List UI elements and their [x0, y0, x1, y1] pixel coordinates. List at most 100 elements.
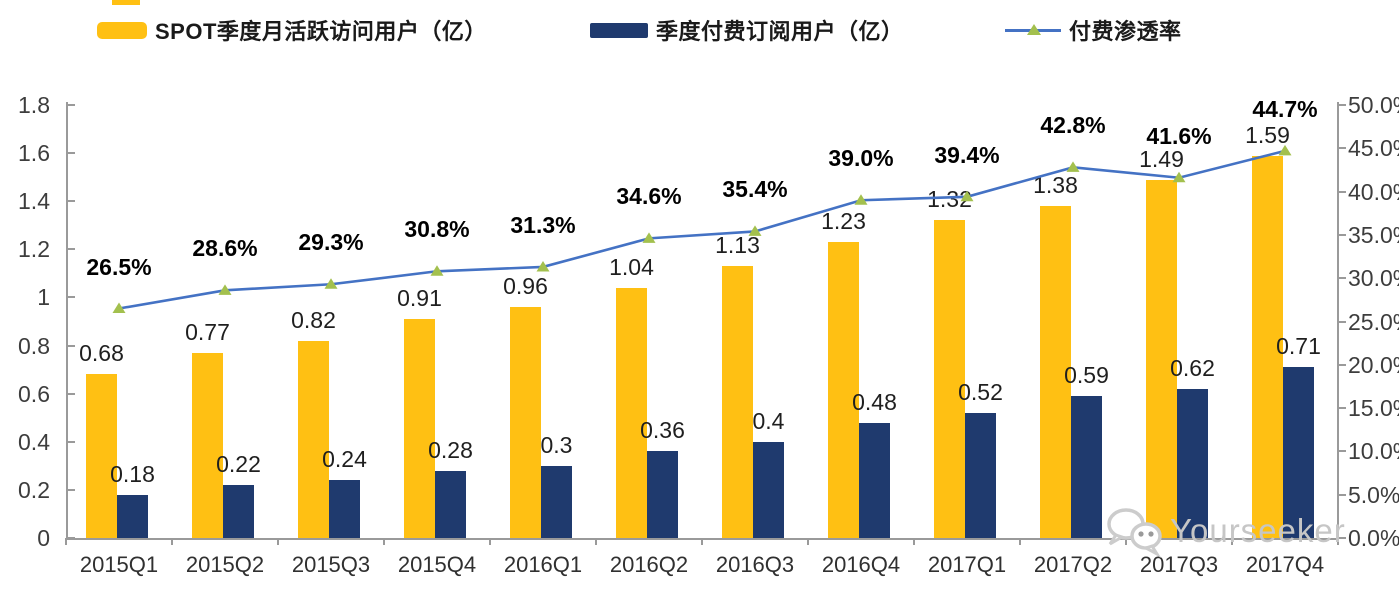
x-axis-category-label: 2016Q1 [503, 552, 583, 577]
triangle-marker-icon [324, 278, 338, 289]
left-axis-tick-label: 1 [37, 284, 50, 311]
right-axis-tick [1339, 233, 1346, 236]
triangle-marker-icon [536, 260, 550, 272]
bar-subscribers-value-label: 0.18 [110, 460, 155, 487]
bar-mau-value-label: 0.68 [79, 340, 124, 367]
right-axis-tick [1339, 537, 1346, 539]
x-axis-category-label: 2016Q3 [715, 552, 795, 577]
right-axis-tick-label: 0.0% [1348, 525, 1399, 551]
mau-swatch-icon [97, 21, 147, 39]
triangle-marker-icon [1066, 161, 1080, 172]
bar-mau-value-label: 1.04 [609, 253, 654, 280]
penetration-value-label: 41.6% [1146, 122, 1212, 149]
x-axis-tick [383, 538, 385, 545]
penetration-value-label: 44.7% [1252, 95, 1318, 122]
left-axis-tick [68, 440, 75, 443]
x-axis-tick [1125, 538, 1127, 545]
left-axis-tick-label: 0.8 [18, 332, 50, 359]
x-axis-category-label: 2016Q2 [609, 552, 689, 577]
left-axis-tick [68, 152, 75, 155]
x-axis-tick [595, 538, 597, 545]
bar-mau-value-label: 1.59 [1245, 121, 1290, 148]
bar-mau-value-label: 0.96 [503, 273, 548, 300]
bar-subscribers-2017Q4 [1283, 367, 1314, 538]
penetration-value-label: 31.3% [510, 211, 576, 238]
right-axis-tick-label: 20.0% [1348, 351, 1399, 378]
x-axis-tick [807, 538, 809, 545]
right-axis-tick [1339, 277, 1346, 280]
triangle-marker-icon [430, 265, 444, 276]
legend-item-mau: SPOT季度月活跃访问用户（亿） [97, 16, 487, 44]
bar-mau-2015Q1 [86, 374, 117, 538]
penetration-value-label: 30.8% [404, 216, 470, 243]
bar-subscribers-value-label: 0.28 [428, 436, 473, 463]
bar-mau-2016Q2 [616, 287, 647, 538]
bar-subscribers-2017Q1 [965, 412, 996, 538]
left-axis-tick-label: 0.2 [18, 476, 50, 503]
bar-mau-2016Q1 [510, 307, 541, 538]
x-axis-category-label: 2017Q2 [1033, 552, 1113, 577]
legend-item-subscribers: 季度付费订阅用户（亿） [590, 16, 904, 44]
bar-mau-2015Q2 [192, 352, 223, 538]
bar-subscribers-value-label: 0.36 [640, 417, 685, 444]
bar-mau-value-label: 1.38 [1033, 172, 1078, 199]
bar-subscribers-2016Q2 [647, 451, 678, 538]
right-axis-tick [1339, 493, 1346, 496]
wechat-icon [1107, 508, 1162, 559]
bar-subscribers-2015Q2 [223, 485, 254, 538]
bar-subscribers-2016Q4 [859, 422, 890, 538]
legend-mau-label: SPOT季度月活跃访问用户（亿） [155, 19, 487, 44]
bar-subscribers-value-label: 0.48 [852, 388, 897, 415]
bar-subscribers-2016Q1 [541, 465, 572, 538]
bar-mau-2016Q3 [722, 266, 753, 538]
bar-mau-value-label: 0.82 [291, 306, 336, 333]
left-axis-tick-label: 0.4 [18, 428, 50, 455]
x-axis-tick [1231, 538, 1233, 545]
left-axis-tick-label: 1.2 [18, 236, 50, 263]
x-axis-category-label: 2016Q4 [821, 552, 901, 577]
bar-mau-value-label: 1.32 [927, 186, 972, 213]
bar-subscribers-2016Q3 [753, 441, 784, 538]
right-axis-tick-label: 45.0% [1348, 135, 1399, 162]
bar-mau-value-label: 1.49 [1139, 145, 1184, 172]
x-axis-category-label: 2017Q4 [1245, 552, 1325, 577]
x-axis-tick [701, 538, 703, 545]
penetration-value-label: 39.0% [828, 145, 894, 172]
x-axis-tick [65, 538, 67, 545]
right-axis-tick-label: 15.0% [1348, 395, 1399, 422]
triangle-marker-icon [642, 232, 656, 243]
left-axis-tick-label: 0 [37, 525, 50, 551]
triangle-marker-icon [1027, 24, 1041, 35]
right-axis-tick [1339, 147, 1346, 150]
bar-mau-value-label: 0.91 [397, 285, 442, 312]
x-axis-category-label: 2017Q1 [927, 552, 1007, 577]
left-axis-tick [68, 392, 75, 395]
bar-subscribers-value-label: 0.24 [322, 446, 367, 473]
x-axis-category-label: 2015Q1 [79, 552, 159, 577]
penetration-value-label: 29.3% [298, 229, 364, 256]
left-axis-tick [68, 248, 75, 251]
right-axis-tick-label: 40.0% [1348, 178, 1399, 205]
bar-subscribers-value-label: 0.52 [958, 378, 1003, 405]
triangle-marker-icon [854, 194, 868, 205]
right-axis-tick-label: 35.0% [1348, 221, 1399, 248]
bar-subscribers-2017Q2 [1071, 396, 1102, 538]
penetration-value-label: 39.4% [934, 141, 1000, 168]
left-axis-tick-label: 0.6 [18, 380, 50, 407]
right-axis-line [1337, 102, 1339, 540]
x-axis-tick [913, 538, 915, 545]
right-axis-tick [1339, 104, 1346, 106]
bar-subscribers-2017Q3 [1177, 388, 1208, 538]
bar-subscribers-2015Q1 [117, 494, 148, 538]
right-axis-tick [1339, 320, 1346, 323]
left-axis-tick [68, 537, 75, 539]
triangle-marker-icon [112, 302, 126, 314]
penetration-value-label: 42.8% [1040, 112, 1106, 139]
x-axis-category-label: 2015Q3 [291, 552, 371, 577]
left-axis-tick [68, 488, 75, 491]
right-axis-tick-label: 25.0% [1348, 308, 1399, 335]
penetration-value-label: 28.6% [192, 235, 258, 262]
penetration-value-label: 26.5% [86, 253, 152, 280]
x-axis-tick [277, 538, 279, 545]
